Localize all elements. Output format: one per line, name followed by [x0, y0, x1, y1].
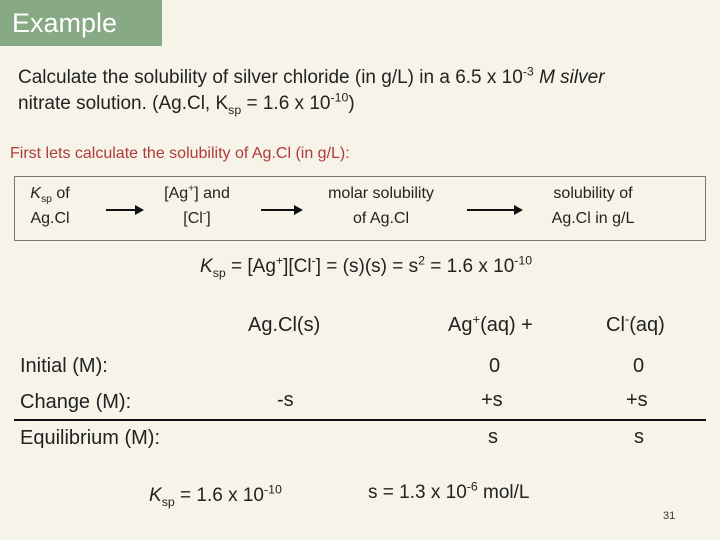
flow-arrow-3: [467, 205, 523, 215]
ice-initial-label: Initial (M):: [20, 355, 108, 377]
problem-line-2: nitrate solution. (Ag.Cl, Ksp = 1.6 x 10…: [18, 90, 355, 117]
ice-change-ag: +s: [481, 389, 503, 411]
ice-initial-cl: 0: [633, 355, 645, 377]
slide-title: Example: [12, 8, 118, 38]
flow-box: [14, 176, 706, 241]
flow-arrow-2: [261, 205, 303, 215]
slide-title-banner: Example: [0, 0, 162, 46]
ice-change-label: Change (M):: [20, 391, 132, 413]
flow-step-ions: [Ag+] and [Cl-]: [164, 183, 230, 227]
flow-step-molar: molar solubility of Ag.Cl: [328, 185, 434, 227]
flow-step-ksp: Ksp of Ag.Cl: [30, 185, 70, 227]
ice-change-cl: +s: [626, 389, 648, 411]
page-number: 31: [663, 510, 676, 522]
ksp-value: Ksp = 1.6 x 10-10: [149, 482, 282, 509]
solubility-result: s = 1.3 x 10-6 mol/L: [368, 479, 530, 503]
reactant-label: Ag.Cl(s): [248, 314, 321, 336]
product-cl-label: Cl-(aq): [606, 311, 665, 336]
flow-step-grams: solubility of Ag.Cl in g/L: [551, 185, 635, 227]
ice-equilibrium-label: Equilibrium (M):: [20, 427, 161, 449]
problem-statement: Calculate the solubility of silver chlor…: [18, 65, 708, 117]
ice-equilibrium-cl: s: [634, 426, 644, 448]
product-ag-label: Ag+(aq) +: [448, 311, 533, 336]
table-divider: [14, 419, 706, 421]
ksp-expression: Ksp = [Ag+][Cl-] = (s)(s) = s2 = 1.6 x 1…: [200, 253, 533, 280]
flow-arrow-1: [106, 205, 144, 215]
problem-line-1: Calculate the solubility of silver chlor…: [18, 64, 605, 88]
ice-equilibrium-ag: s: [488, 426, 498, 448]
ice-initial-ag: 0: [489, 355, 501, 377]
ice-change-reactant: -s: [277, 389, 294, 411]
first-step-text: First lets calculate the solubility of A…: [10, 145, 350, 162]
